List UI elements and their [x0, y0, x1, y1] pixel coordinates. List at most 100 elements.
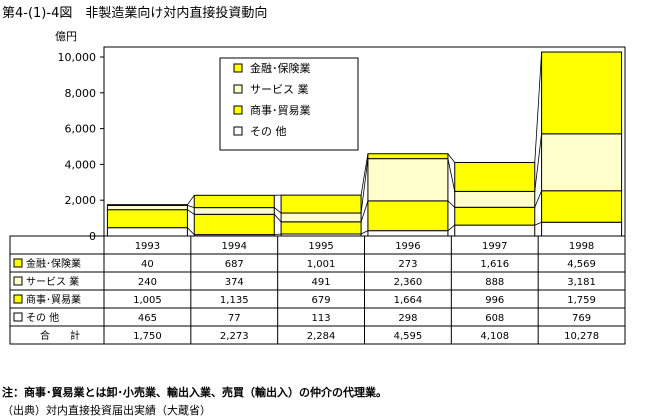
series-connector: [273, 214, 282, 223]
x-tick-label: 1994: [222, 241, 247, 252]
y-tick-label: 4,000: [65, 158, 97, 171]
legend-label: その 他: [250, 125, 287, 138]
y-tick-label: 6,000: [65, 123, 97, 136]
bar-segment: [454, 224, 536, 237]
series-connector: [447, 200, 456, 208]
series-connector: [360, 230, 369, 235]
table-row-label: 金融･保険業: [26, 257, 81, 270]
table-cell: 4,569: [567, 259, 596, 270]
table-row-swatch: [13, 294, 23, 304]
table-cell: 491: [312, 277, 331, 288]
table-cell: 1,005: [133, 295, 162, 306]
series-connector: [447, 158, 456, 192]
table-cell: 40: [141, 259, 154, 270]
bar-segment: [106, 209, 188, 229]
x-tick-label: 1996: [395, 241, 420, 252]
table-row-swatch: [13, 312, 23, 322]
total-cell: 1,750: [133, 331, 162, 342]
total-cell: 4,108: [480, 331, 509, 342]
bar-segment: [541, 133, 623, 192]
series-connector: [187, 209, 195, 215]
bar-segment: [454, 206, 536, 226]
bar-segment: [367, 158, 449, 202]
legend: [219, 57, 359, 151]
table-cell: 77: [228, 313, 241, 324]
series-connector: [534, 190, 542, 208]
bar-segment: [106, 227, 188, 237]
table-cell: 2,360: [394, 277, 423, 288]
table-cell: 1,135: [220, 295, 249, 306]
bar-segment: [541, 51, 623, 135]
legend-swatch: [233, 126, 243, 136]
table-cell: 1,664: [394, 295, 423, 306]
y-tick-label: 8,000: [65, 87, 97, 100]
total-cell: 4,595: [394, 331, 423, 342]
bar-segment: [367, 200, 449, 232]
legend-label: 金融･保険業: [250, 61, 311, 75]
y-tick-label: 2,000: [65, 194, 97, 207]
series-connector: [447, 224, 456, 231]
x-tick-label: 1997: [482, 241, 507, 252]
x-tick-label: 1995: [308, 241, 333, 252]
table-row-label: 商事･貿易業: [26, 293, 81, 306]
bar-segment: [367, 153, 449, 160]
series-connector: [534, 133, 542, 192]
bar-segment: [541, 190, 623, 223]
table-cell: 608: [485, 313, 504, 324]
series-connector: [447, 153, 456, 163]
table-cell: 888: [485, 277, 504, 288]
table-row-swatch: [13, 276, 23, 286]
bar-segment: [106, 204, 188, 206]
bar-segment: [193, 207, 275, 215]
series-connector: [534, 221, 542, 226]
table-cell: 465: [138, 313, 157, 324]
table-row-swatch: [13, 258, 23, 268]
total-label: 合 計: [40, 329, 80, 342]
total-cell: 2,273: [220, 331, 249, 342]
bar-segment: [193, 213, 275, 236]
y-unit-label: 億円: [55, 30, 77, 43]
series-connector: [360, 158, 369, 214]
table-cell: 3,181: [567, 277, 596, 288]
bar-segment: [454, 190, 536, 208]
table-cell: 298: [398, 313, 417, 324]
legend-swatch: [233, 105, 243, 115]
series-connector: [274, 207, 282, 214]
footnote: 注：商事･貿易業とは卸･小売業、輸出入業、売買（輸出入）の仲介の代理業。: [2, 386, 387, 399]
y-tick-label: 10,000: [58, 51, 97, 64]
series-connector: [360, 153, 369, 196]
table-cell: 240: [138, 277, 157, 288]
bar-segment: [280, 194, 362, 214]
plot-area: [103, 46, 626, 237]
table-cell: 374: [225, 277, 244, 288]
table-cell: 1,001: [307, 259, 336, 270]
bar-segment: [193, 194, 275, 209]
table-cell: 687: [225, 259, 244, 270]
table-cell: 273: [398, 259, 417, 270]
x-tick-label: 1998: [569, 241, 594, 252]
bar-segment: [106, 204, 188, 211]
series-connector: [360, 200, 369, 222]
legend-swatch: [233, 63, 243, 73]
bar-segment: [367, 230, 449, 237]
legend-label: サービス 業: [250, 83, 309, 96]
total-cell: 2,284: [307, 331, 336, 342]
figure-title: 第4-(1)-4図 非製造業向け対内直接投資動向: [2, 6, 268, 21]
bar-segment: [454, 161, 536, 192]
table-row-label: その 他: [26, 311, 59, 324]
bar-segment: [541, 221, 623, 237]
table-row-label: サービス 業: [26, 275, 79, 288]
x-tick-label: 1993: [135, 241, 160, 252]
series-connector: [534, 51, 542, 163]
table-cell: 769: [572, 313, 591, 324]
series-connector: [274, 233, 282, 236]
legend-swatch: [233, 84, 243, 94]
table-cell: 1,759: [567, 295, 596, 306]
series-connector: [187, 195, 195, 205]
table-cell: 1,616: [480, 259, 509, 270]
bar-segment: [280, 212, 362, 223]
table-cell: 679: [312, 295, 331, 306]
source-note: （出典）対内直接投資届出実績（大蔵省）: [2, 404, 211, 417]
table-cell: 113: [312, 313, 331, 324]
